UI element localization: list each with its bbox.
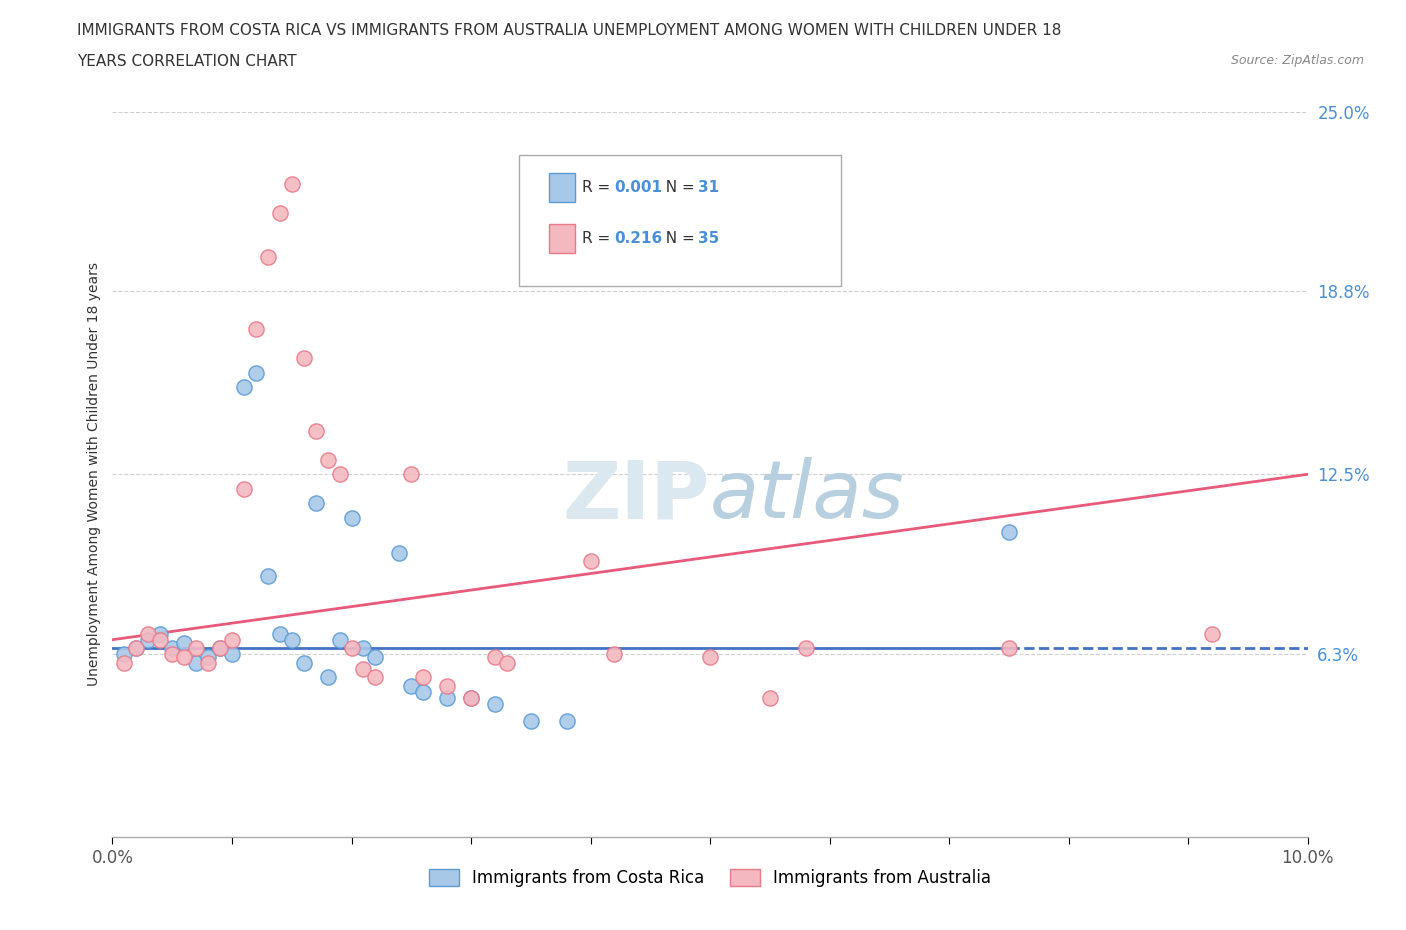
Point xyxy=(412,670,434,684)
Point xyxy=(292,656,315,671)
Point xyxy=(245,365,267,380)
Point xyxy=(269,627,291,642)
Point xyxy=(699,650,721,665)
Point xyxy=(221,646,243,661)
Point xyxy=(138,627,160,642)
Text: YEARS CORRELATION CHART: YEARS CORRELATION CHART xyxy=(77,54,297,69)
Point xyxy=(329,632,352,647)
Point xyxy=(114,646,135,661)
Point xyxy=(209,641,232,656)
Point xyxy=(555,713,578,728)
Point xyxy=(401,679,423,694)
Text: ZIP: ZIP xyxy=(562,457,710,535)
Point xyxy=(173,650,195,665)
FancyBboxPatch shape xyxy=(548,224,575,253)
Text: R =: R = xyxy=(582,180,616,195)
Point xyxy=(233,379,256,394)
Point xyxy=(603,646,626,661)
Text: Source: ZipAtlas.com: Source: ZipAtlas.com xyxy=(1230,54,1364,67)
Point xyxy=(186,656,208,671)
Point xyxy=(125,641,148,656)
Text: 0.001: 0.001 xyxy=(614,180,662,195)
Point xyxy=(292,351,315,365)
Point xyxy=(1201,627,1223,642)
Point xyxy=(173,635,195,650)
Text: atlas: atlas xyxy=(710,457,905,535)
Point xyxy=(149,632,172,647)
Point xyxy=(436,690,458,705)
Point xyxy=(305,496,328,511)
Point xyxy=(412,684,434,699)
Point xyxy=(197,650,219,665)
Point xyxy=(209,641,232,656)
Point xyxy=(221,632,243,647)
Point xyxy=(269,206,291,220)
Point xyxy=(197,656,219,671)
Point xyxy=(388,545,411,560)
Point xyxy=(364,650,387,665)
Point xyxy=(353,641,375,656)
Text: 31: 31 xyxy=(699,180,720,195)
Point xyxy=(329,467,352,482)
Point xyxy=(245,322,267,337)
Y-axis label: Unemployment Among Women with Children Under 18 years: Unemployment Among Women with Children U… xyxy=(87,262,101,686)
Point xyxy=(305,423,328,438)
Text: 0.216: 0.216 xyxy=(614,231,662,246)
Point xyxy=(364,670,387,684)
Text: 35: 35 xyxy=(699,231,720,246)
Point xyxy=(316,670,339,684)
Point xyxy=(353,661,375,676)
Legend: Immigrants from Costa Rica, Immigrants from Australia: Immigrants from Costa Rica, Immigrants f… xyxy=(422,862,998,894)
Point xyxy=(340,511,363,525)
Point xyxy=(281,177,304,192)
Point xyxy=(759,690,782,705)
Point xyxy=(162,641,183,656)
Point xyxy=(579,554,602,569)
Point xyxy=(257,568,280,583)
Point xyxy=(460,690,482,705)
Point xyxy=(281,632,304,647)
Point xyxy=(233,482,256,497)
Point xyxy=(520,713,543,728)
Text: R =: R = xyxy=(582,231,616,246)
Point xyxy=(138,632,160,647)
Point xyxy=(998,641,1021,656)
Point xyxy=(162,646,183,661)
Point xyxy=(484,696,506,711)
Point xyxy=(998,525,1021,539)
Point xyxy=(316,452,339,467)
Point xyxy=(257,249,280,264)
Point xyxy=(496,656,519,671)
Point xyxy=(484,650,506,665)
FancyBboxPatch shape xyxy=(519,155,842,286)
Text: N =: N = xyxy=(657,231,700,246)
FancyBboxPatch shape xyxy=(548,173,575,203)
Point xyxy=(460,690,482,705)
Point xyxy=(125,641,148,656)
Point xyxy=(186,641,208,656)
Point xyxy=(436,679,458,694)
Text: N =: N = xyxy=(657,180,700,195)
Point xyxy=(401,467,423,482)
Point xyxy=(794,641,817,656)
Point xyxy=(114,656,135,671)
Text: IMMIGRANTS FROM COSTA RICA VS IMMIGRANTS FROM AUSTRALIA UNEMPLOYMENT AMONG WOMEN: IMMIGRANTS FROM COSTA RICA VS IMMIGRANTS… xyxy=(77,23,1062,38)
Point xyxy=(340,641,363,656)
Point xyxy=(149,627,172,642)
